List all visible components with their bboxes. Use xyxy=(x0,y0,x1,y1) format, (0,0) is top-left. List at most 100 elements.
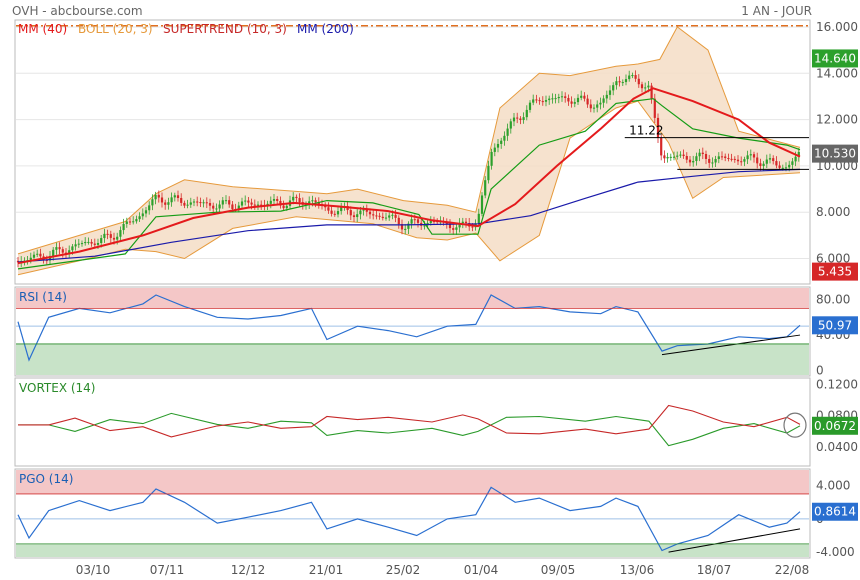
x-tick-label: 18/07 xyxy=(697,563,732,577)
candle-body xyxy=(644,87,647,89)
pgo-trendline xyxy=(668,528,801,553)
x-tick-label: 13/06 xyxy=(620,563,655,577)
candle-body xyxy=(317,202,320,205)
candle-body xyxy=(186,204,189,206)
candle-body xyxy=(503,135,506,141)
candle-body xyxy=(583,95,586,99)
candle-body xyxy=(765,159,768,164)
candle-body xyxy=(727,158,730,160)
candle-body xyxy=(624,79,628,83)
candle-body xyxy=(77,243,80,245)
mm200-line xyxy=(17,168,801,263)
candle-body xyxy=(352,215,356,218)
candle-body xyxy=(397,217,400,225)
candle-body xyxy=(752,154,756,158)
candle-body xyxy=(388,215,391,218)
candle-body xyxy=(282,205,285,209)
candle-body xyxy=(260,204,263,206)
candle-body xyxy=(244,200,247,202)
candle-body xyxy=(231,204,234,210)
candle-body xyxy=(429,221,432,223)
rsi-line xyxy=(17,294,801,362)
candle-body xyxy=(151,199,154,206)
badge-high-value: 14.640 xyxy=(814,51,856,65)
candle-body xyxy=(551,98,554,100)
candle-body xyxy=(650,85,653,99)
annotation-value: 11.22 xyxy=(629,124,663,138)
price-y-tick: 14.000 xyxy=(816,66,858,80)
candle-body xyxy=(448,224,452,229)
candle-body xyxy=(407,223,410,229)
x-tick-label: 22/08 xyxy=(775,563,810,577)
rsi-oversold-zone xyxy=(16,343,809,375)
candle-body xyxy=(708,158,711,163)
candle-body xyxy=(797,151,800,157)
candle-body xyxy=(192,201,196,203)
vortex-minus-line xyxy=(18,404,801,438)
candle-body xyxy=(36,253,39,255)
chart-source-title: OVH - abcbourse.com xyxy=(12,4,143,18)
candle-body xyxy=(509,121,512,129)
badge-low-value: 5.435 xyxy=(818,265,852,279)
candle-body xyxy=(362,209,365,211)
candle-body xyxy=(618,81,621,83)
pgo-badge-value: 0.8614 xyxy=(814,505,856,519)
candle-body xyxy=(653,98,656,118)
candle-body xyxy=(368,211,372,215)
pgo-high-zone xyxy=(16,470,809,494)
candle-body xyxy=(724,156,727,159)
candle-body xyxy=(464,221,468,224)
candle-body xyxy=(154,194,157,200)
candle-body xyxy=(164,202,167,205)
candle-body xyxy=(672,156,676,158)
candle-body xyxy=(768,158,772,160)
candle-body xyxy=(144,210,148,214)
candle-body xyxy=(298,198,301,203)
candle-body xyxy=(55,247,58,250)
candle-body xyxy=(740,161,743,163)
candle-body xyxy=(496,143,500,148)
candle-body xyxy=(525,109,528,118)
candle-body xyxy=(711,162,714,164)
candle-body xyxy=(743,159,746,162)
candle-body xyxy=(538,100,541,102)
candle-body xyxy=(532,99,535,103)
candle-body xyxy=(410,219,413,224)
candle-body xyxy=(170,197,173,203)
price-legend: MM (40) BOLL (20, 3) SUPERTREND (10, 3) … xyxy=(18,22,354,36)
candle-body xyxy=(704,154,708,159)
rsi-trendline xyxy=(661,334,801,356)
candle-body xyxy=(778,165,781,168)
y-tick: 0.1200 xyxy=(816,377,858,391)
candle-body xyxy=(736,159,740,162)
rsi-badge-value: 50.97 xyxy=(818,318,852,332)
candle-body xyxy=(423,225,426,227)
candle-body xyxy=(148,205,151,211)
candle-body xyxy=(122,223,125,231)
price-y-tick: 12.000 xyxy=(816,113,858,127)
candle-body xyxy=(375,215,378,217)
x-axis-ticks: 03/10 07/11 12/12 21/01 25/02 01/04 09/05 13/06… xyxy=(76,563,810,577)
candle-body xyxy=(695,156,698,161)
candle-body xyxy=(682,154,685,156)
candle-body xyxy=(452,228,455,230)
candle-body xyxy=(775,161,778,166)
pgo-line xyxy=(17,486,801,552)
candle-body xyxy=(608,90,612,95)
candle-body xyxy=(487,165,490,181)
candle-body xyxy=(208,203,212,206)
candle-body xyxy=(48,255,52,261)
vortex-badge xyxy=(812,416,858,435)
candle-body xyxy=(272,199,276,201)
candle-body xyxy=(541,101,544,103)
mm40-line xyxy=(17,87,801,265)
candle-body xyxy=(228,200,231,205)
price-y-tick: 8.000 xyxy=(816,205,850,219)
candle-body xyxy=(621,82,624,84)
candle-body xyxy=(176,195,180,198)
candle-body xyxy=(58,247,61,250)
badge-low xyxy=(812,262,858,281)
candle-body xyxy=(612,85,615,91)
candle-body xyxy=(730,158,733,160)
